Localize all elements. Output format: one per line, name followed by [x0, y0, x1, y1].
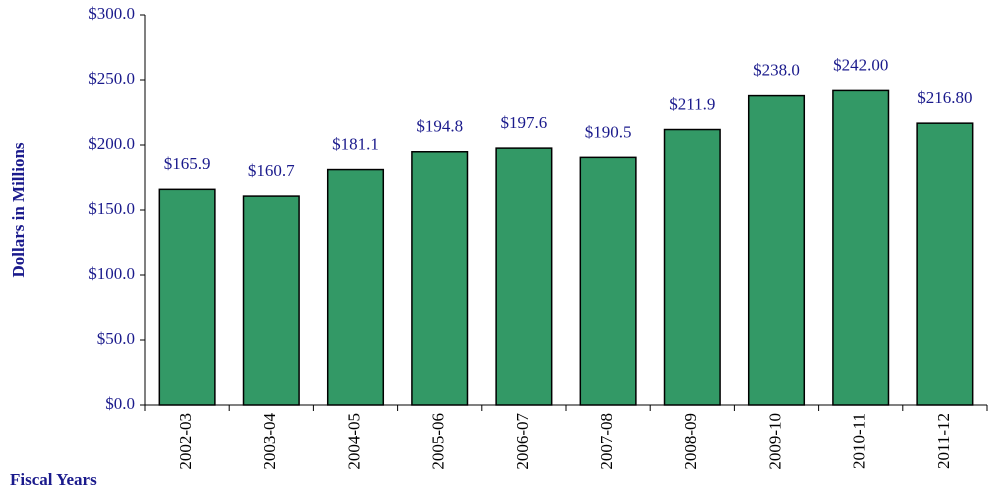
x-tick-label: 2009-10	[765, 413, 784, 470]
y-tick-label: $300.0	[88, 4, 135, 23]
value-label: $194.8	[416, 117, 463, 136]
bar	[663, 128, 721, 406]
value-label: $160.7	[248, 161, 295, 180]
bar	[411, 151, 469, 406]
bar	[579, 156, 637, 406]
x-tick-label: 2004-05	[344, 413, 363, 470]
x-tick-label: 2005-06	[429, 413, 448, 470]
bar	[242, 195, 300, 406]
bar	[326, 168, 385, 406]
x-tick-label: 2010-11	[850, 413, 869, 469]
value-label: $197.6	[501, 113, 548, 132]
bar	[747, 94, 806, 406]
bar	[916, 122, 974, 406]
x-tick-label: 2003-04	[260, 413, 279, 470]
value-label: $238.0	[753, 61, 800, 80]
y-axis-label: Dollars in Millions	[9, 142, 28, 277]
x-tick-label: 2011-12	[934, 413, 953, 469]
y-tick-label: $0.0	[105, 394, 135, 413]
y-tick-label: $250.0	[88, 69, 135, 88]
value-label: $181.1	[332, 134, 379, 153]
value-label: $165.9	[164, 154, 211, 173]
y-tick-label: $50.0	[97, 329, 135, 348]
value-label: $211.9	[669, 94, 715, 113]
x-axis-label: Fiscal Years	[10, 470, 97, 489]
value-label: $216.80	[917, 88, 972, 107]
bar	[832, 89, 890, 406]
x-tick-label: 2007-08	[597, 413, 616, 470]
value-label: $190.5	[585, 122, 632, 141]
x-tick-label: 2008-09	[681, 413, 700, 470]
x-tick-label: 2002-03	[176, 413, 195, 470]
bar	[495, 147, 553, 406]
y-tick-label: $150.0	[88, 199, 135, 218]
y-tick-label: $200.0	[88, 134, 135, 153]
x-tick-label: 2006-07	[513, 413, 532, 470]
bar	[158, 188, 216, 406]
value-label: $242.00	[833, 55, 888, 74]
y-tick-label: $100.0	[88, 264, 135, 283]
